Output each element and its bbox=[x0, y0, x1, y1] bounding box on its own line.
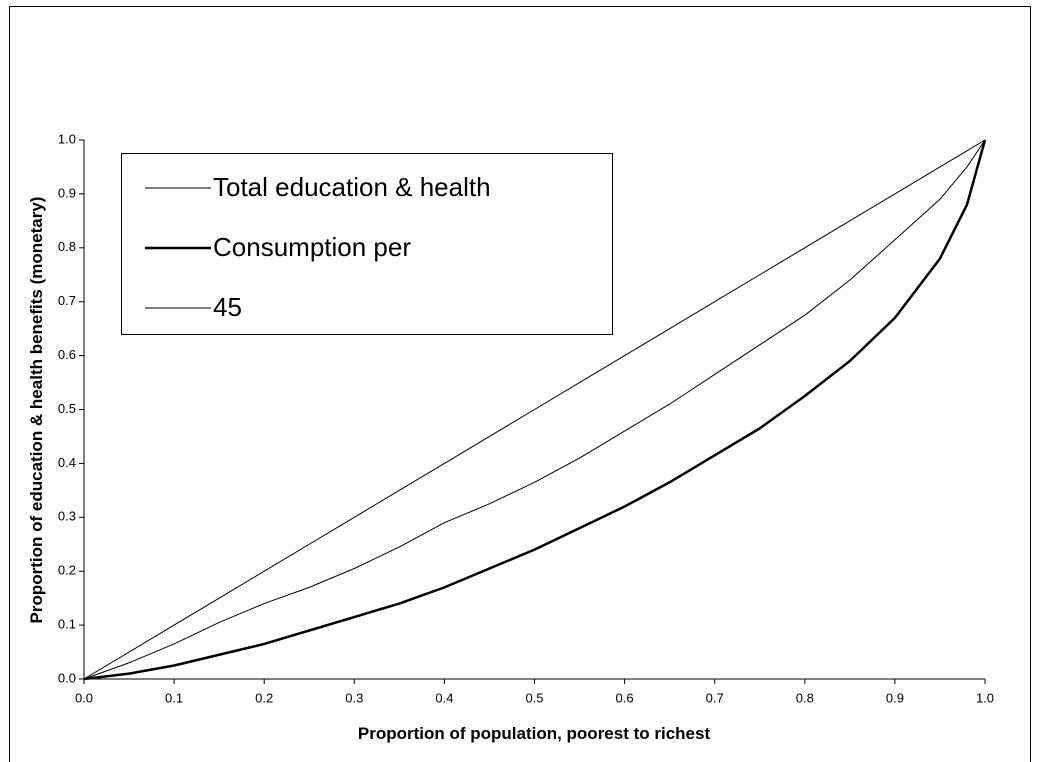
series-line bbox=[83, 139, 986, 680]
x-tick-label: 0.6 bbox=[616, 690, 634, 705]
x-tick-label: 0.2 bbox=[255, 690, 273, 705]
y-tick-label: 0.9 bbox=[58, 185, 76, 200]
legend-label: Consumption per bbox=[213, 232, 411, 262]
legend-label: Total education & health bbox=[213, 172, 491, 202]
series-line bbox=[83, 139, 987, 681]
y-tick-label: 0.1 bbox=[58, 617, 76, 632]
x-tick-label: 0.7 bbox=[706, 690, 724, 705]
series-line bbox=[83, 139, 986, 680]
y-tick-label: 0.3 bbox=[58, 509, 76, 524]
legend: Total education & health Consumption per 4… bbox=[121, 153, 613, 335]
x-tick-label: 0.5 bbox=[525, 690, 543, 705]
y-tick-label: 0.0 bbox=[58, 670, 76, 685]
x-tick-label: 0.0 bbox=[75, 690, 93, 705]
y-tick-label: 0.4 bbox=[58, 455, 76, 470]
y-axis-title: Proportion of education & health benefit… bbox=[27, 197, 46, 624]
y-tick-label: 0.5 bbox=[58, 401, 76, 416]
legend-box bbox=[121, 153, 613, 335]
y-tick-label: 0.6 bbox=[58, 347, 76, 362]
x-tick-label: 0.3 bbox=[345, 690, 363, 705]
x-tick-label: 0.9 bbox=[886, 690, 904, 705]
chart-frame bbox=[9, 6, 1031, 762]
y-tick-label: 1.0 bbox=[58, 131, 76, 146]
y-tick-label: 0.2 bbox=[58, 563, 76, 578]
x-tick-label: 0.4 bbox=[435, 690, 453, 705]
x-tick-label: 0.8 bbox=[796, 690, 814, 705]
legend-label: 45 bbox=[213, 292, 242, 322]
x-tick-label: 1.0 bbox=[976, 690, 994, 705]
x-tick-label: 0.1 bbox=[165, 690, 183, 705]
x-axis-title: Proportion of population, poorest to ric… bbox=[358, 724, 711, 743]
y-tick-label: 0.7 bbox=[58, 293, 76, 308]
y-tick-label: 0.8 bbox=[58, 239, 76, 254]
